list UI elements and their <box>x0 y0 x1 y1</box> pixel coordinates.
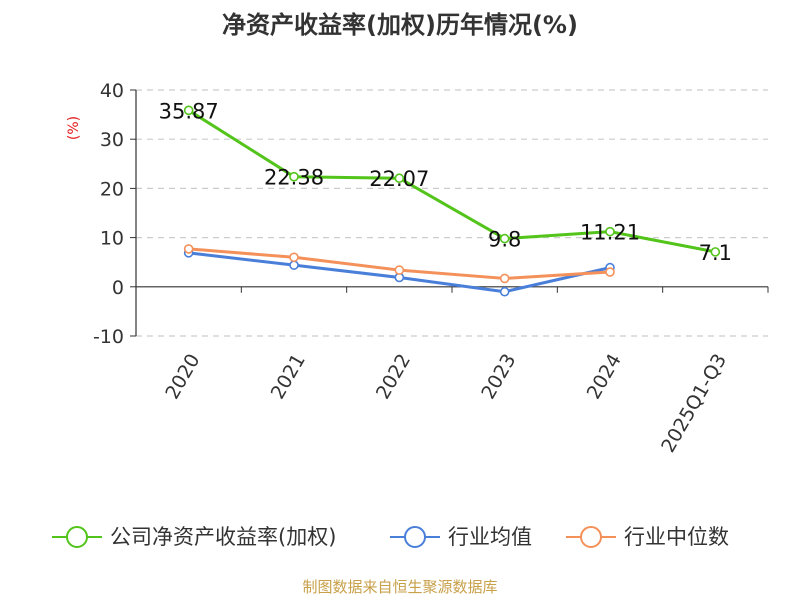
y-tick-label: 40 <box>100 80 124 102</box>
series-point <box>499 273 510 284</box>
series-point <box>605 226 615 237</box>
series-point <box>183 244 194 254</box>
series-point <box>289 171 299 182</box>
series-point <box>394 265 405 275</box>
series-point <box>183 105 194 116</box>
legend-label: 行业中位数 <box>624 525 729 549</box>
data-label: 9.8 <box>488 228 521 252</box>
legend-marker <box>404 526 426 548</box>
data-label: 7.1 <box>699 241 732 265</box>
axis-layer: 40 30 20 10 0 -10 2020 2021 2022 2023 2024 2025Q1-Q… <box>93 80 769 456</box>
series-point <box>289 252 299 263</box>
legend-label: 行业均值 <box>448 525 532 549</box>
legend-label: 公司净资产收益率(加权) <box>110 525 336 549</box>
series-point <box>394 173 405 184</box>
data-label: 11.21 <box>580 221 640 245</box>
y-tick-label: 0 <box>112 277 124 299</box>
legend-marker <box>580 526 602 548</box>
x-tick-label: 2020 <box>161 350 204 403</box>
series-point <box>499 233 510 244</box>
x-tick-label: 2021 <box>267 350 310 403</box>
x-tick-label: 2022 <box>372 350 415 403</box>
series-point <box>710 247 721 257</box>
source-note: 制图数据来自恒生聚源数据库 <box>302 578 497 596</box>
y-tick-label: 20 <box>100 178 124 200</box>
y-axis-label: (%) <box>66 116 82 140</box>
x-tick-label: 2024 <box>583 350 626 403</box>
legend: 公司净资产收益率(加权) 行业均值 行业中位数 <box>52 525 729 549</box>
series-point <box>605 267 615 277</box>
data-label: 22.07 <box>369 167 429 191</box>
chart-title: 净资产收益率(加权)历年情况(%) <box>222 11 578 39</box>
legend-marker <box>66 526 88 548</box>
data-label: 35.87 <box>159 99 219 123</box>
data-label: 22.38 <box>264 166 324 190</box>
x-tick-label: 2025Q1-Q3 <box>657 350 731 456</box>
grid-layer <box>136 89 768 337</box>
x-tick-label: 2023 <box>477 350 520 403</box>
series-line <box>187 109 716 254</box>
y-tick-label: -10 <box>93 326 124 348</box>
y-tick-label: 10 <box>100 228 124 250</box>
series-layer <box>183 105 721 297</box>
series-point <box>499 286 510 297</box>
series-point <box>289 260 299 270</box>
data-label-layer: 35.87 22.38 22.07 9.8 11.21 7.1 <box>159 99 732 265</box>
y-tick-label: 30 <box>100 129 124 151</box>
